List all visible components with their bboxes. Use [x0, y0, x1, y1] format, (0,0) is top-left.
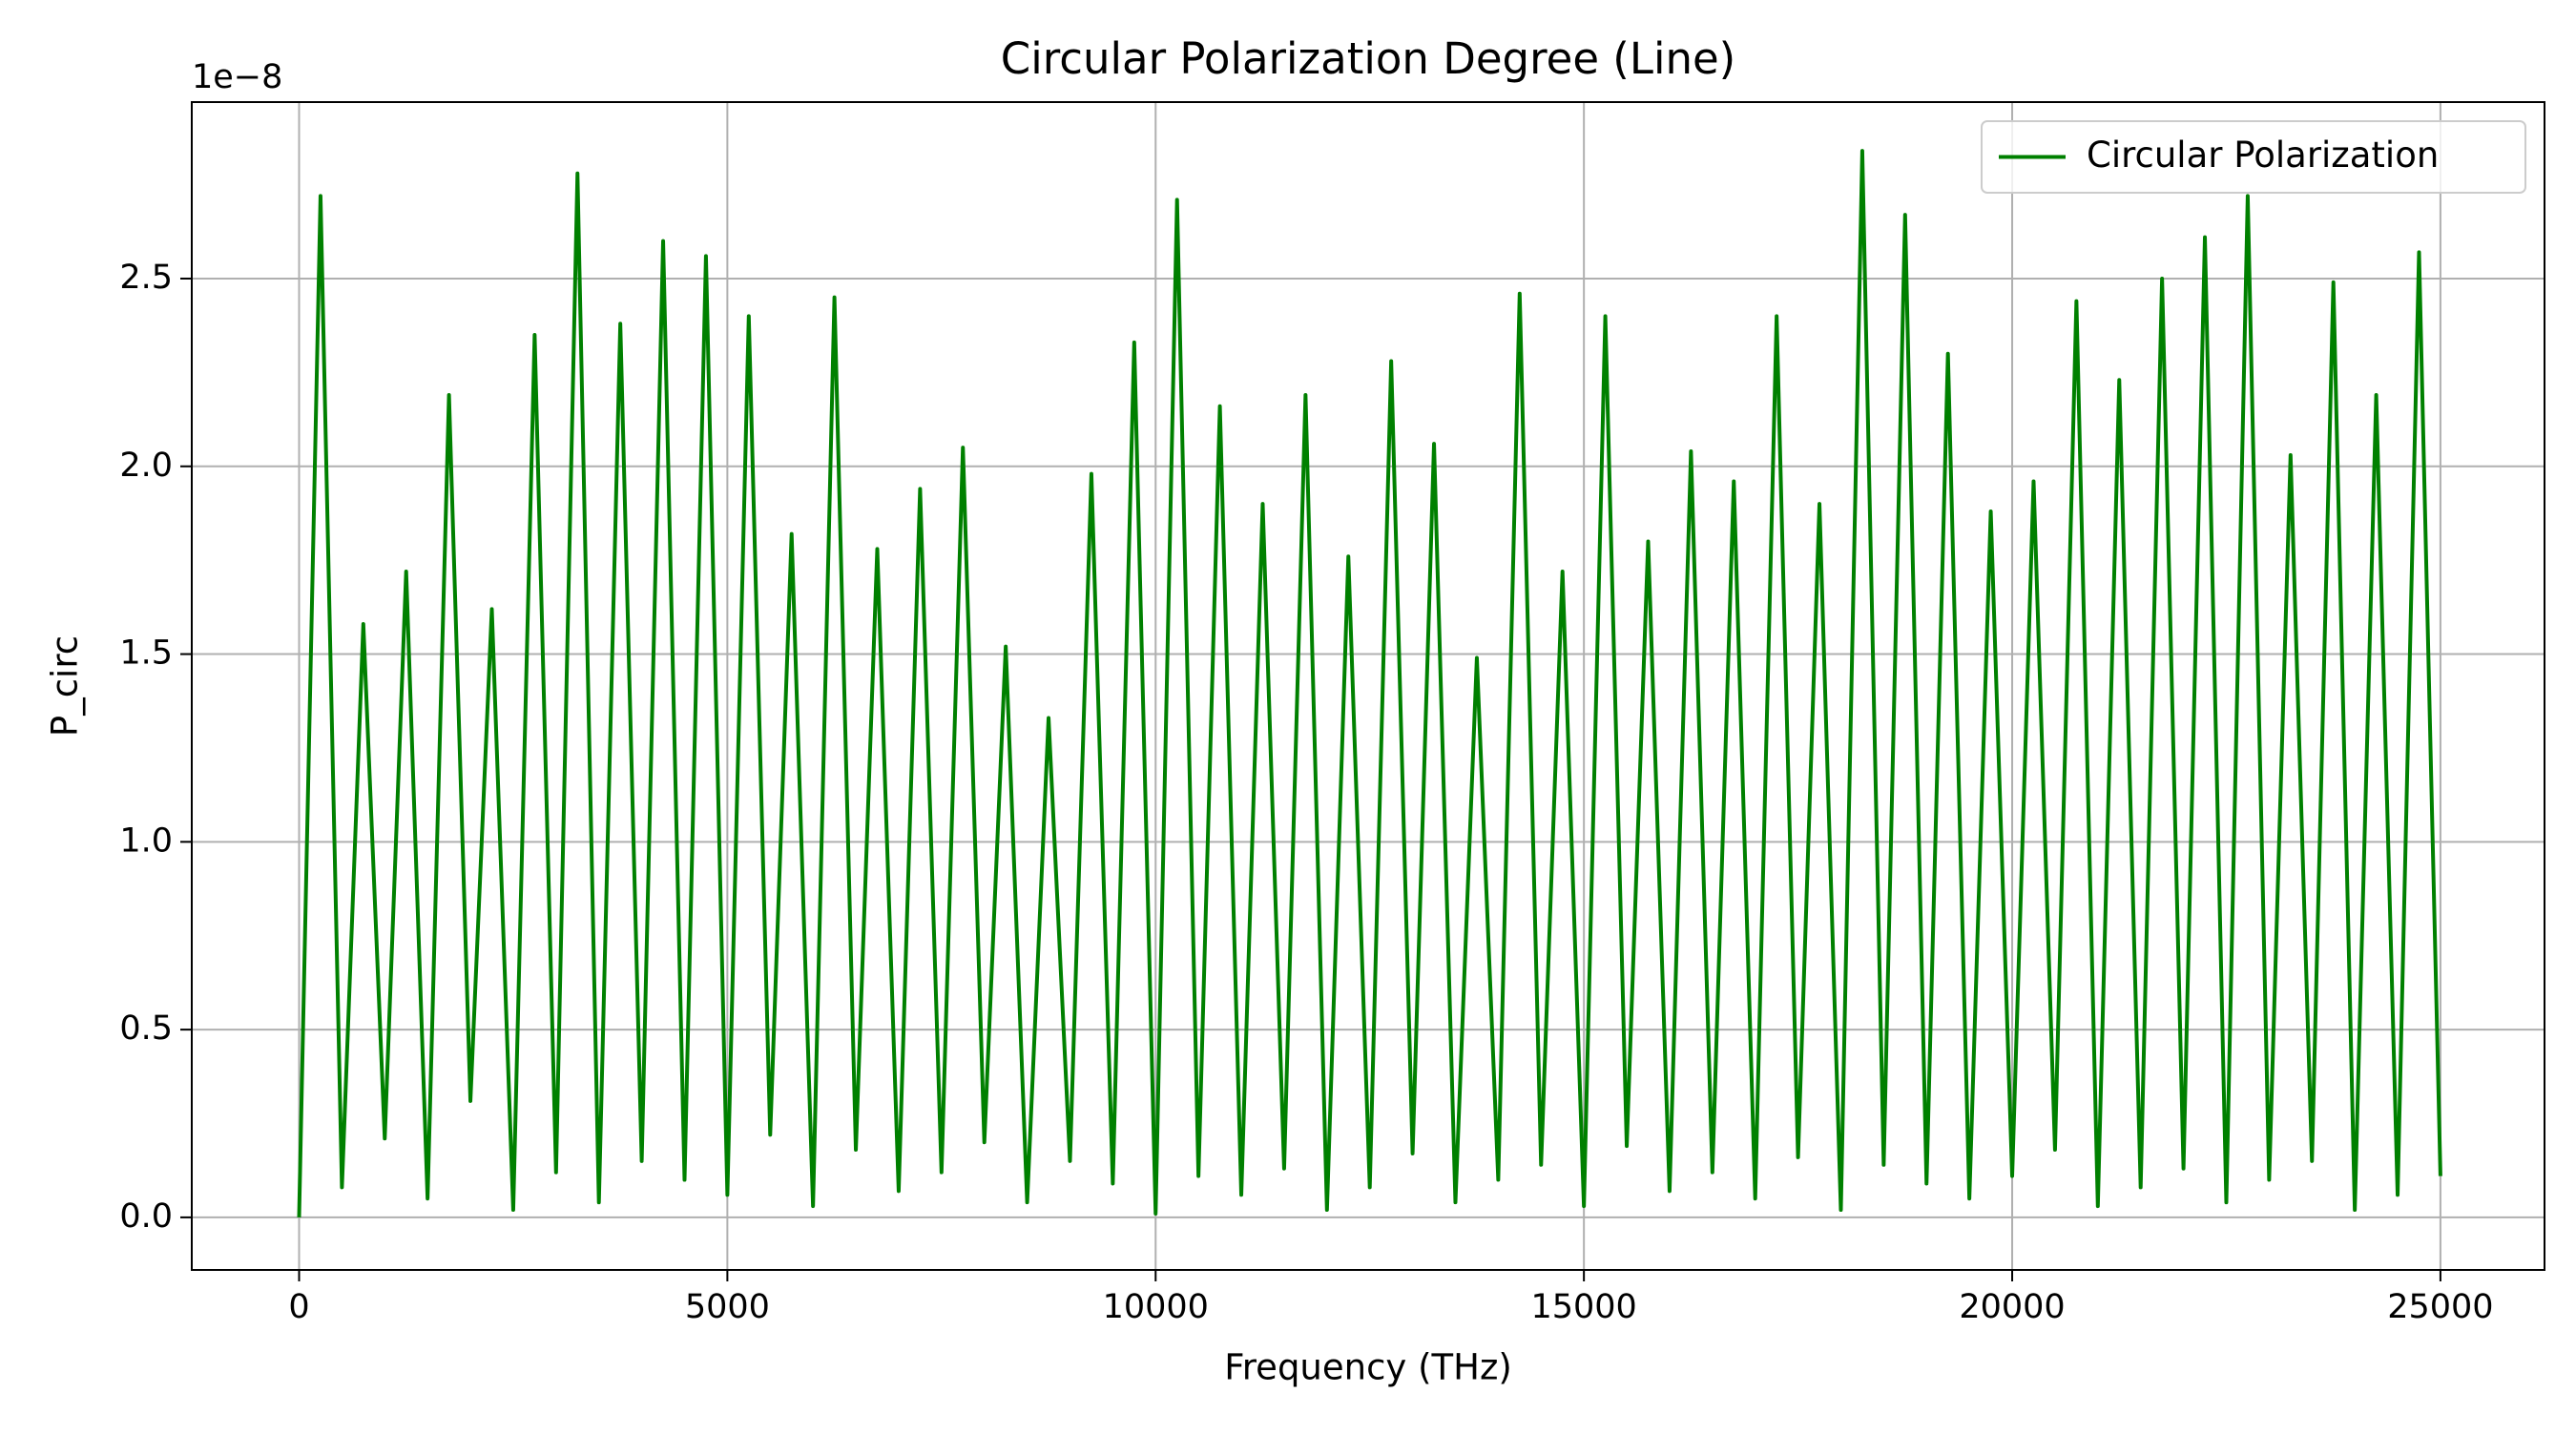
x-tick-label: 5000: [685, 1288, 770, 1326]
x-tick-label: 10000: [1103, 1288, 1209, 1326]
x-tick-label: 20000: [1959, 1288, 2065, 1326]
legend-label: Circular Polarization: [2087, 135, 2439, 176]
x-tick-label: 25000: [2387, 1288, 2493, 1326]
y-tick-label: 1.5: [119, 634, 173, 673]
y-tick-label: 2.0: [119, 447, 173, 485]
y-tick-label: 0.0: [119, 1197, 173, 1236]
chart-title: Circular Polarization Degree (Line): [1001, 33, 1735, 84]
legend-box: [1981, 120, 2526, 194]
ticks: 0 5000 10000 15000 20000 25000 0.0 0.5 1.0 1.5 2.0…: [119, 259, 2493, 1326]
x-axis-label: Frequency (THz): [1224, 1347, 1512, 1388]
plot-area: [297, 149, 2442, 1217]
y-tick-label: 1.0: [119, 821, 173, 860]
y-tick-label: 2.5: [119, 259, 173, 297]
axes-frame: [191, 101, 2545, 1271]
x-tick-label: 15000: [1530, 1288, 1636, 1326]
y-axis-label: P_circ: [45, 635, 86, 737]
y-offset-label: 1e−8: [192, 58, 282, 96]
x-tick-label: 0: [288, 1288, 309, 1326]
data-line: [297, 149, 2442, 1217]
legend: Circular Polarization: [1981, 120, 2526, 194]
y-tick-label: 0.5: [119, 1009, 173, 1048]
